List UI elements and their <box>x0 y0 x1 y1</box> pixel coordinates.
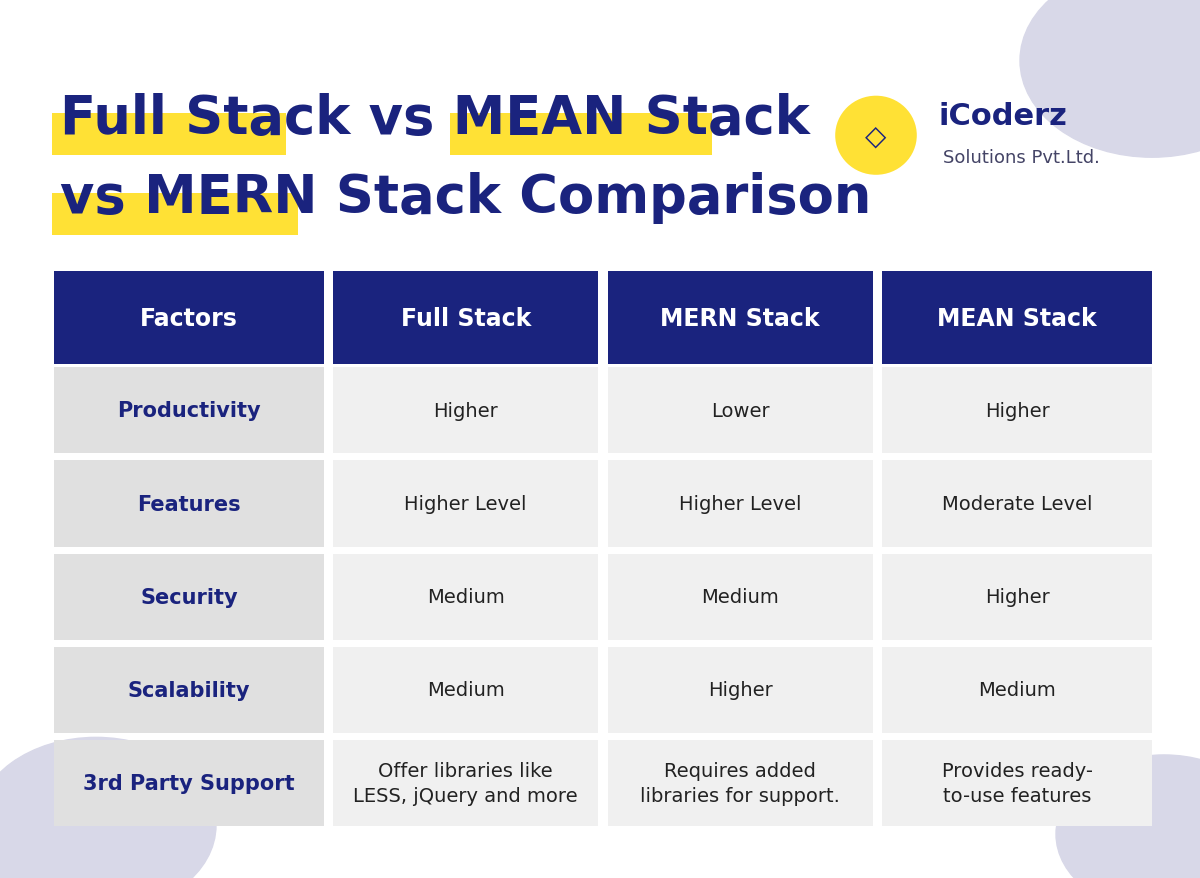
Text: Higher: Higher <box>708 680 773 700</box>
FancyBboxPatch shape <box>607 272 872 364</box>
Text: 3rd Party Support: 3rd Party Support <box>83 774 295 793</box>
Circle shape <box>1020 0 1200 158</box>
FancyBboxPatch shape <box>54 461 324 547</box>
FancyBboxPatch shape <box>52 194 298 236</box>
Text: Higher Level: Higher Level <box>404 494 527 514</box>
FancyBboxPatch shape <box>54 554 324 640</box>
FancyBboxPatch shape <box>607 740 872 826</box>
Text: Scalability: Scalability <box>127 680 250 700</box>
FancyBboxPatch shape <box>334 368 598 454</box>
Text: Medium: Medium <box>427 680 505 700</box>
Text: Lower: Lower <box>710 401 769 421</box>
Text: Features: Features <box>137 494 241 514</box>
FancyBboxPatch shape <box>54 647 324 733</box>
Text: Offer libraries like
LESS, jQuery and more: Offer libraries like LESS, jQuery and mo… <box>354 761 578 805</box>
FancyBboxPatch shape <box>54 740 324 826</box>
FancyBboxPatch shape <box>882 740 1152 826</box>
Text: Productivity: Productivity <box>118 401 260 421</box>
Text: Full Stack: Full Stack <box>401 306 530 330</box>
Text: MERN Stack: MERN Stack <box>660 306 820 330</box>
Text: Solutions Pvt.Ltd.: Solutions Pvt.Ltd. <box>943 149 1100 167</box>
Text: Moderate Level: Moderate Level <box>942 494 1092 514</box>
Text: Full Stack vs MEAN Stack: Full Stack vs MEAN Stack <box>60 92 810 145</box>
FancyBboxPatch shape <box>882 272 1152 364</box>
FancyBboxPatch shape <box>607 647 872 733</box>
FancyBboxPatch shape <box>607 368 872 454</box>
Text: Medium: Medium <box>978 680 1056 700</box>
Circle shape <box>1056 755 1200 878</box>
Text: Higher: Higher <box>985 587 1050 607</box>
FancyBboxPatch shape <box>882 647 1152 733</box>
Text: Higher: Higher <box>433 401 498 421</box>
FancyBboxPatch shape <box>882 368 1152 454</box>
Ellipse shape <box>835 97 917 176</box>
FancyBboxPatch shape <box>334 740 598 826</box>
Text: Requires added
libraries for support.: Requires added libraries for support. <box>641 761 840 805</box>
Text: ◇: ◇ <box>865 122 887 150</box>
FancyBboxPatch shape <box>607 461 872 547</box>
FancyBboxPatch shape <box>334 272 598 364</box>
Text: iCoderz: iCoderz <box>938 103 1067 131</box>
Text: vs MERN Stack Comparison: vs MERN Stack Comparison <box>60 171 871 224</box>
FancyBboxPatch shape <box>882 461 1152 547</box>
Text: Medium: Medium <box>701 587 779 607</box>
FancyBboxPatch shape <box>607 554 872 640</box>
FancyBboxPatch shape <box>54 368 324 454</box>
FancyBboxPatch shape <box>450 114 712 156</box>
Text: MEAN Stack: MEAN Stack <box>937 306 1097 330</box>
FancyBboxPatch shape <box>882 554 1152 640</box>
Circle shape <box>0 738 216 878</box>
Text: Higher Level: Higher Level <box>679 494 802 514</box>
FancyBboxPatch shape <box>52 114 286 156</box>
Text: Factors: Factors <box>140 306 238 330</box>
FancyBboxPatch shape <box>334 554 598 640</box>
FancyBboxPatch shape <box>334 461 598 547</box>
Text: Higher: Higher <box>985 401 1050 421</box>
Text: Medium: Medium <box>427 587 505 607</box>
Text: Provides ready-
to-use features: Provides ready- to-use features <box>942 761 1093 805</box>
FancyBboxPatch shape <box>54 272 324 364</box>
FancyBboxPatch shape <box>334 647 598 733</box>
Text: Security: Security <box>140 587 238 607</box>
